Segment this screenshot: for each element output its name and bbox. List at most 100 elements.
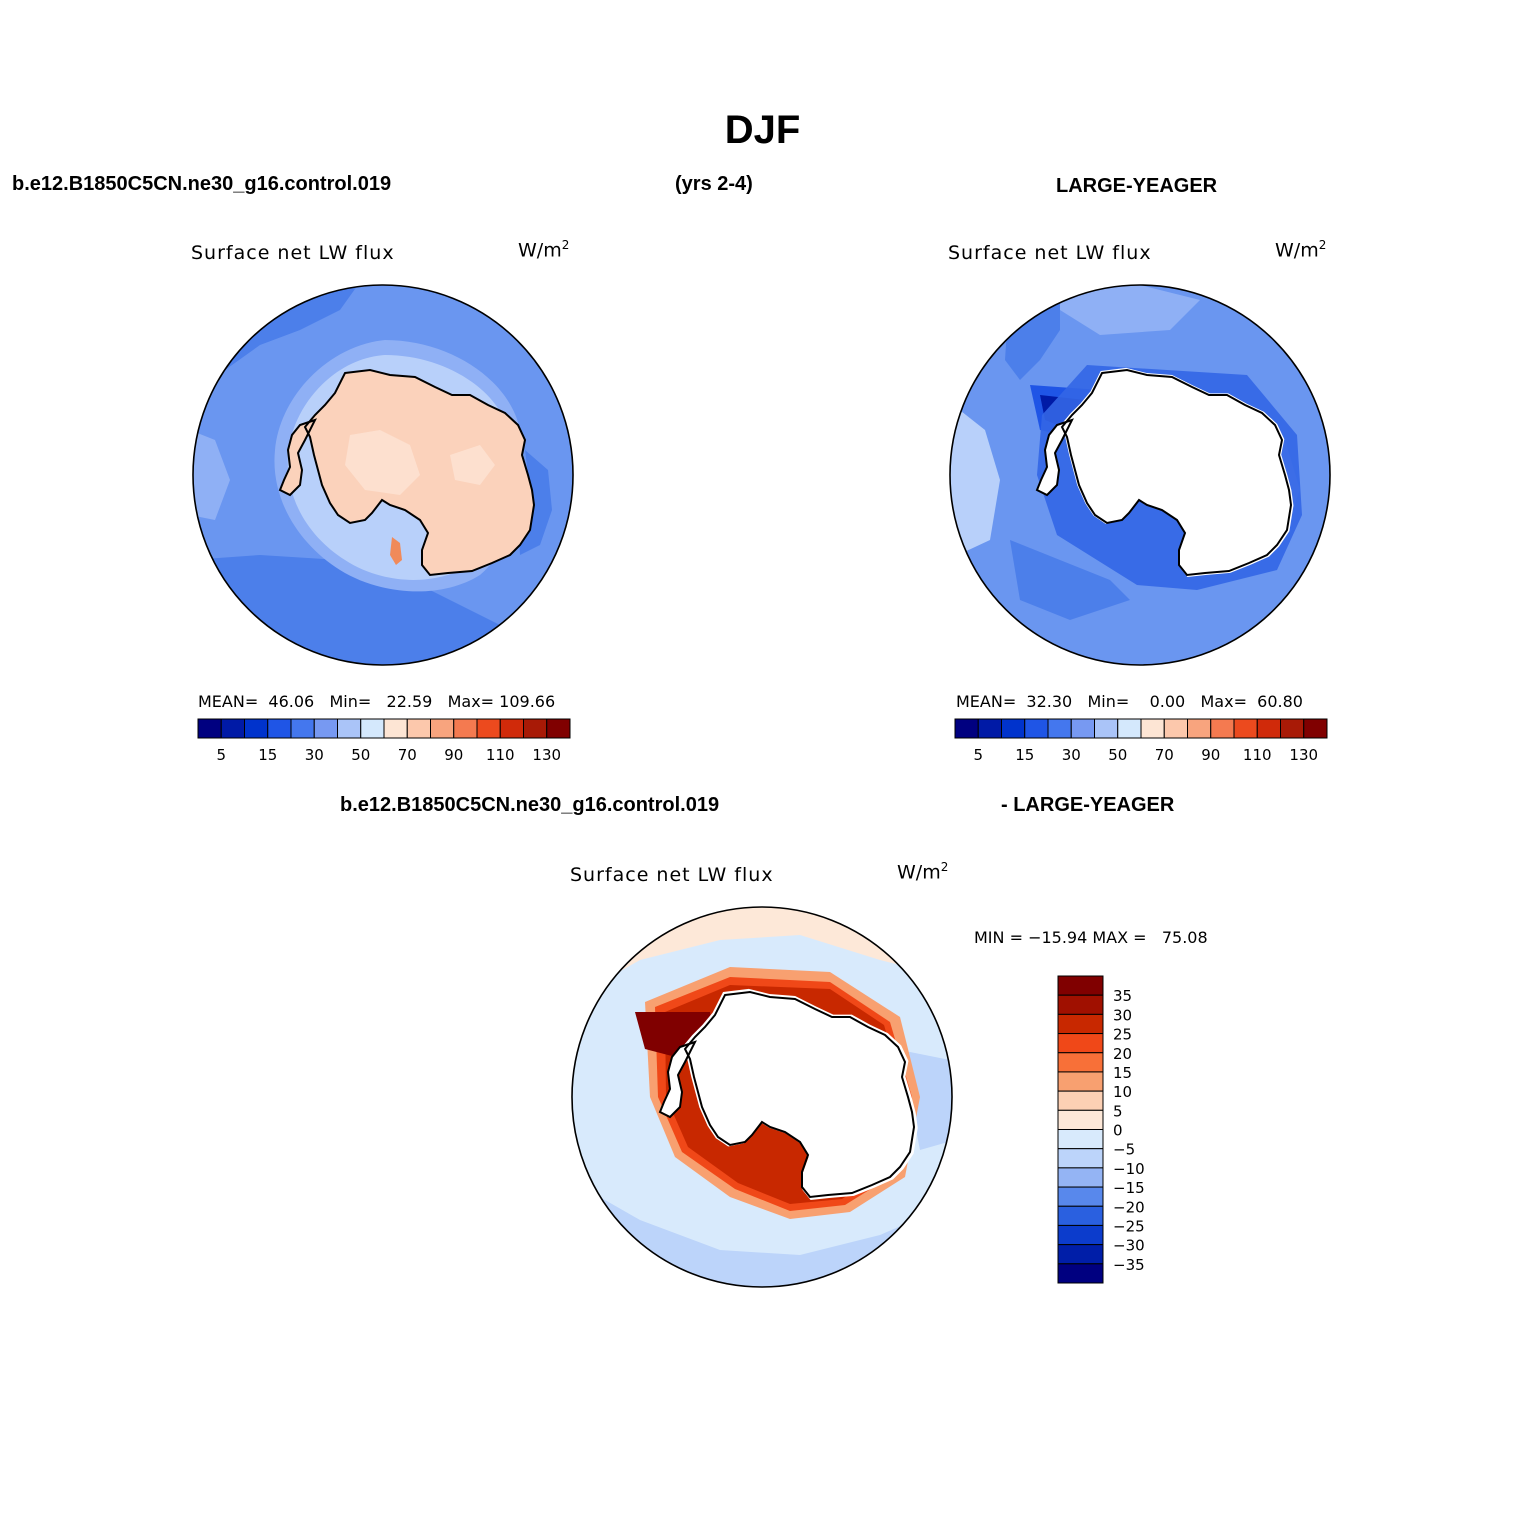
diff-map	[571, 906, 953, 1288]
model-colorbar-swatch	[499, 718, 524, 739]
model-colorbar-swatch	[267, 718, 292, 739]
obs-colorbar-swatch	[1233, 718, 1258, 739]
diff-colorbar-tick-label: −35	[1113, 1256, 1145, 1274]
model-colorbar-swatch	[406, 718, 431, 739]
diff-minmax: MIN = −15.94 MAX = 75.08	[974, 928, 1208, 947]
diff-colorbar-tick-label: −20	[1113, 1198, 1145, 1216]
obs-colorbar-tick-label: 110	[1243, 746, 1272, 764]
obs-colorbar-swatch	[1070, 718, 1095, 739]
diff-colorbar-tick-label: 20	[1113, 1045, 1132, 1063]
diff-colorbar-swatch	[1057, 1263, 1104, 1284]
obs-colorbar-tick-label: 90	[1201, 746, 1220, 764]
model-colorbar-swatch	[313, 718, 338, 739]
diff-colorbar-tick-label: 10	[1113, 1083, 1132, 1101]
obs-colorbar-swatch	[1280, 718, 1305, 739]
diff-plot-title: Surface net LW flux	[570, 864, 774, 886]
model-colorbar-tick-label: 70	[398, 746, 417, 764]
diff-colorbar-tick-label: 30	[1113, 1006, 1132, 1024]
diff-colorbar-tick-label: 15	[1113, 1064, 1132, 1082]
obs-colorbar-tick-label: 15	[1015, 746, 1034, 764]
model-colorbar-tick-label: 30	[305, 746, 324, 764]
model-colorbar-tick-label: 15	[258, 746, 277, 764]
diff-colorbar-swatch	[1057, 1129, 1104, 1150]
model-colorbar-tick-label: 5	[216, 746, 226, 764]
diff-colorbar-swatch	[1057, 1109, 1104, 1130]
obs-colorbar-swatch	[1303, 718, 1328, 739]
obs-colorbar-swatch	[1187, 718, 1212, 739]
obs-colorbar-swatch	[1140, 718, 1165, 739]
model-colorbar-swatch	[197, 718, 222, 739]
obs-colorbar: 5 15 30 50 70 90 110 130	[954, 718, 1328, 764]
diff-colorbar-swatch	[1057, 994, 1104, 1015]
model-colorbar-swatch	[546, 718, 571, 739]
model-colorbar-swatch	[244, 718, 269, 739]
diff-colorbar-swatch	[1057, 1205, 1104, 1226]
diff-colorbar-swatch	[1057, 1013, 1104, 1035]
model-colorbar-swatch	[523, 718, 548, 739]
diff-colorbar-swatch	[1057, 1052, 1104, 1073]
model-units: W/m2	[518, 238, 570, 262]
obs-colorbar-swatch	[1001, 718, 1026, 739]
obs-map	[949, 284, 1331, 666]
diff-case-label: b.e12.B1850C5CN.ne30_g16.control.019	[340, 794, 720, 816]
obs-colorbar-tick-label: 50	[1108, 746, 1127, 764]
model-case-label: b.e12.B1850C5CN.ne30_g16.control.019	[12, 173, 392, 195]
diff-colorbar-swatch	[1057, 1244, 1104, 1265]
diff-colorbar-tick-label: −15	[1113, 1179, 1145, 1197]
years-label: (yrs 2-4)	[675, 173, 753, 195]
model-colorbar-tick-label: 130	[532, 746, 561, 764]
diff-colorbar-tick-label: 25	[1113, 1026, 1132, 1044]
obs-colorbar-tick-label: 70	[1155, 746, 1174, 764]
model-colorbar-tick-label: 90	[444, 746, 463, 764]
obs-colorbar-swatch	[1024, 718, 1049, 739]
obs-colorbar-swatch	[1210, 718, 1235, 739]
obs-colorbar-swatch	[1256, 718, 1281, 739]
obs-colorbar-swatch	[977, 718, 1002, 739]
model-colorbar-tick-label: 50	[351, 746, 370, 764]
model-map	[192, 284, 574, 666]
diff-colorbar-swatch	[1057, 975, 1104, 996]
diff-colorbar-tick-label: 0	[1113, 1122, 1123, 1140]
diff-colorbar-tick-label: 35	[1113, 987, 1132, 1005]
diff-colorbar-swatch	[1057, 1090, 1104, 1111]
diff-colorbar-swatch	[1057, 1167, 1104, 1188]
model-colorbar-tick-label: 110	[486, 746, 515, 764]
model-colorbar-swatch	[337, 718, 362, 739]
obs-colorbar-swatch	[1047, 718, 1072, 739]
obs-colorbar-swatch	[1163, 718, 1188, 739]
obs-colorbar-swatch	[954, 718, 979, 739]
diff-colorbar-tick-label: −25	[1113, 1217, 1145, 1235]
diff-colorbar-swatch	[1057, 1186, 1104, 1207]
model-colorbar-swatch	[383, 718, 408, 739]
obs-colorbar-tick-label: 5	[973, 746, 983, 764]
model-stats: MEAN= 46.06 Min= 22.59 Max= 109.66	[198, 692, 556, 711]
model-colorbar-swatch	[476, 718, 501, 739]
obs-stats: MEAN= 32.30 Min= 0.00 Max= 60.80	[956, 692, 1303, 711]
obs-plot-title: Surface net LW flux	[948, 242, 1152, 264]
obs-colorbar-tick-label: 30	[1062, 746, 1081, 764]
diff-colorbar-tick-label: 5	[1113, 1102, 1123, 1120]
obs-colorbar-swatch	[1094, 718, 1119, 739]
diff-obs-label: - LARGE-YEAGER	[1001, 794, 1175, 816]
obs-units: W/m2	[1275, 238, 1327, 262]
obs-colorbar-tick-label: 130	[1289, 746, 1318, 764]
page-title: DJF	[724, 108, 801, 152]
model-colorbar-swatch	[220, 718, 245, 739]
diff-colorbar-swatch	[1057, 1033, 1104, 1054]
model-plot-title: Surface net LW flux	[191, 242, 395, 264]
diff-colorbar-tick-label: −30	[1113, 1237, 1145, 1255]
diff-colorbar-swatch	[1057, 1071, 1104, 1092]
diff-units: W/m2	[897, 860, 949, 884]
model-colorbar-swatch	[453, 718, 478, 739]
diff-colorbar-tick-label: −10	[1113, 1160, 1145, 1178]
model-colorbar-swatch	[290, 718, 315, 739]
obs-label: LARGE-YEAGER	[1056, 175, 1218, 197]
diff-colorbar-swatch	[1057, 1224, 1104, 1246]
model-colorbar-swatch	[360, 718, 385, 739]
diff-colorbar-tick-label: −5	[1113, 1141, 1135, 1159]
diff-colorbar-swatch	[1057, 1148, 1104, 1169]
model-colorbar-swatch	[430, 718, 455, 739]
model-colorbar: 5 15 30 50 70 90 110 130	[197, 718, 571, 764]
